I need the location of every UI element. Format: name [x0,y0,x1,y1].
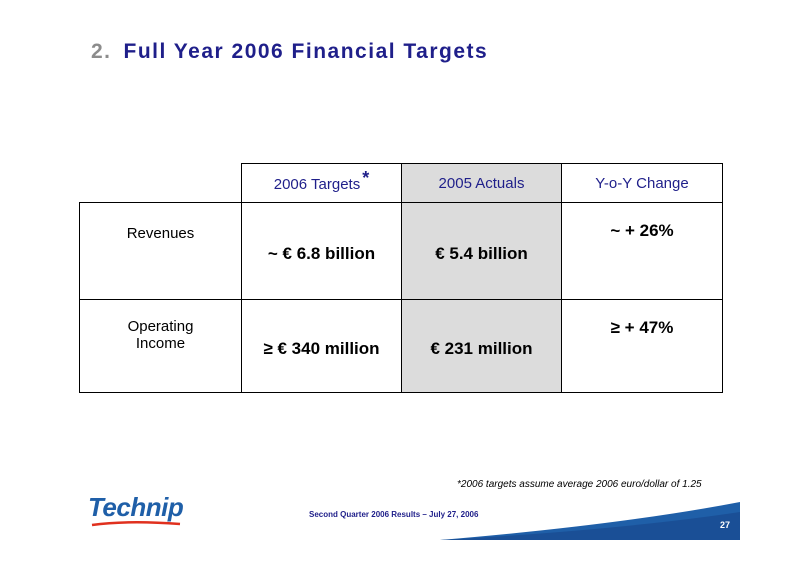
logo-swoosh-icon [91,520,181,527]
revenues-target: ~ € 6.8 billion [241,202,402,300]
table-header-row: 2006 Targets * 2005 Actuals Y-o-Y Change [79,163,723,203]
table-row: Revenues ~ € 6.8 billion € 5.4 billion ~… [79,202,723,300]
logo-wordmark: Technip [88,492,184,522]
technip-logo: Technip [88,492,184,530]
header-2005-actuals: 2005 Actuals [401,163,562,203]
row-label-operating-income: Operating Income [79,299,242,393]
row-label-revenues: Revenues [79,202,242,300]
table-row: Operating Income ≥ € 340 million € 231 m… [79,299,723,393]
footer-caption: Second Quarter 2006 Results – July 27, 2… [309,510,479,519]
slide-title: 2. Full Year 2006 Financial Targets [91,40,488,64]
page-number: 27 [720,520,731,530]
revenues-actual: € 5.4 billion [401,202,562,300]
operating-income-change: ≥ + 47% [561,299,723,393]
header-asterisk: * [362,167,370,188]
revenues-change: ~ + 26% [561,202,723,300]
slide-number: 2. [91,40,112,63]
operating-income-target: ≥ € 340 million [241,299,402,393]
table-corner [79,163,242,203]
slide-title-text: Full Year 2006 Financial Targets [123,40,489,63]
header-2006-targets: 2006 Targets * [241,163,402,203]
header-yoy-change: Y-o-Y Change [561,163,723,203]
operating-income-actual: € 231 million [401,299,562,393]
footnote: *2006 targets assume average 2006 euro/d… [457,479,702,490]
targets-table: 2006 Targets * 2005 Actuals Y-o-Y Change … [79,163,723,393]
